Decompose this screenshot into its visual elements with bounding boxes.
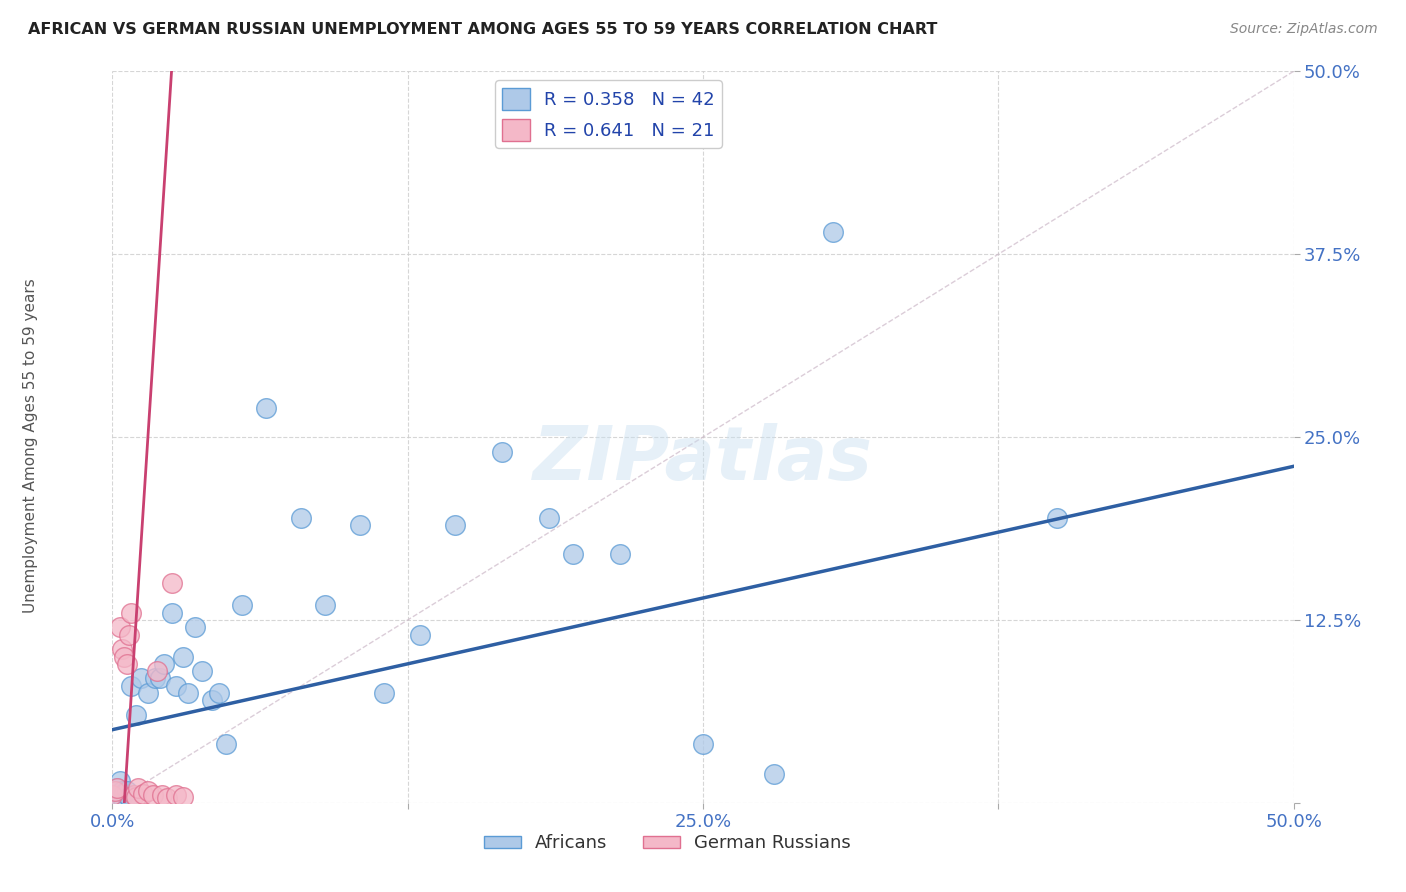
Point bbox=[444, 517, 467, 532]
Point bbox=[408, 627, 430, 641]
Point bbox=[142, 789, 165, 803]
Point bbox=[111, 784, 134, 798]
Point bbox=[762, 766, 785, 780]
Point bbox=[821, 225, 844, 239]
Point bbox=[160, 606, 183, 620]
Point bbox=[215, 737, 238, 751]
Point bbox=[149, 672, 172, 686]
Point bbox=[184, 620, 207, 634]
Point bbox=[105, 781, 128, 796]
Point bbox=[108, 773, 131, 788]
Point bbox=[115, 657, 138, 671]
Point bbox=[153, 657, 176, 671]
Point bbox=[105, 781, 128, 796]
Point bbox=[104, 784, 127, 798]
Point bbox=[125, 789, 148, 804]
Point bbox=[127, 781, 149, 796]
Point bbox=[101, 789, 124, 803]
Point bbox=[111, 642, 134, 657]
Point bbox=[108, 620, 131, 634]
Point bbox=[146, 664, 169, 678]
Text: Unemployment Among Ages 55 to 59 years: Unemployment Among Ages 55 to 59 years bbox=[24, 278, 38, 614]
Point bbox=[172, 789, 194, 804]
Point bbox=[208, 686, 231, 700]
Legend: Africans, German Russians: Africans, German Russians bbox=[477, 827, 858, 860]
Point bbox=[692, 737, 714, 751]
Point bbox=[122, 789, 145, 803]
Point bbox=[129, 672, 152, 686]
Point bbox=[101, 789, 124, 803]
Point bbox=[143, 672, 166, 686]
Point bbox=[160, 576, 183, 591]
Point bbox=[177, 686, 200, 700]
Point bbox=[120, 679, 142, 693]
Text: AFRICAN VS GERMAN RUSSIAN UNEMPLOYMENT AMONG AGES 55 TO 59 YEARS CORRELATION CHA: AFRICAN VS GERMAN RUSSIAN UNEMPLOYMENT A… bbox=[28, 22, 938, 37]
Point bbox=[231, 599, 253, 613]
Point bbox=[165, 679, 187, 693]
Point bbox=[132, 787, 155, 801]
Point bbox=[290, 510, 312, 524]
Point bbox=[491, 444, 513, 458]
Point bbox=[609, 547, 631, 561]
Point bbox=[136, 784, 159, 798]
Point bbox=[201, 693, 224, 707]
Point bbox=[150, 789, 173, 803]
Point bbox=[314, 599, 336, 613]
Point bbox=[191, 664, 214, 678]
Point bbox=[373, 686, 395, 700]
Point bbox=[118, 789, 141, 804]
Point bbox=[105, 789, 128, 803]
Point bbox=[254, 401, 277, 415]
Point bbox=[104, 784, 127, 798]
Point bbox=[156, 791, 179, 805]
Point bbox=[118, 627, 141, 641]
Point bbox=[120, 606, 142, 620]
Point bbox=[562, 547, 585, 561]
Point bbox=[165, 789, 187, 803]
Text: Source: ZipAtlas.com: Source: ZipAtlas.com bbox=[1230, 22, 1378, 37]
Point bbox=[112, 649, 135, 664]
Text: ZIPatlas: ZIPatlas bbox=[533, 423, 873, 496]
Point bbox=[172, 649, 194, 664]
Point bbox=[111, 789, 134, 804]
Point bbox=[349, 517, 371, 532]
Point bbox=[112, 786, 135, 800]
Point bbox=[136, 686, 159, 700]
Point bbox=[125, 708, 148, 723]
Point bbox=[538, 510, 561, 524]
Point bbox=[115, 784, 138, 798]
Point bbox=[1046, 510, 1069, 524]
